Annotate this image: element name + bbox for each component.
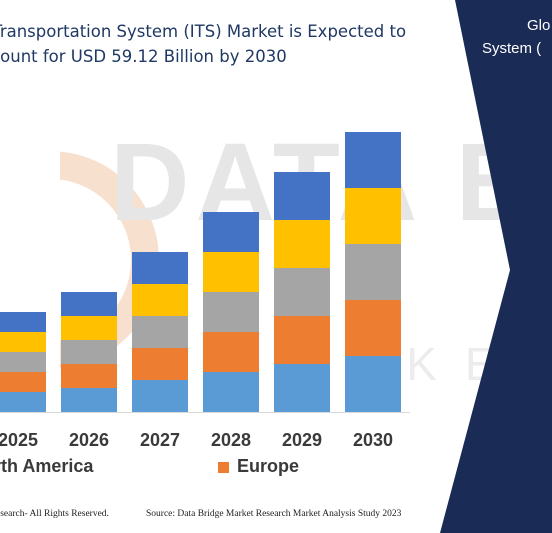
legend-item-europe: Europe <box>218 456 299 477</box>
legend-label: Europe <box>237 456 300 476</box>
bar-segment-2030-s0 <box>345 356 401 412</box>
bar-segment-2030-s1 <box>345 300 401 356</box>
bar-segment-2029-s2 <box>274 268 330 316</box>
footer-source: Source: Data Bridge Market Research Mark… <box>146 509 402 519</box>
bar-segment-2027-s0 <box>132 380 188 412</box>
bar-segment-2025-s3 <box>0 332 46 352</box>
x-tick-label-2028: 2028 <box>211 430 251 450</box>
legend-item-north-america: rth America <box>0 456 93 477</box>
bar-segment-2026-s0 <box>61 388 117 412</box>
bar-segment-2025-s1 <box>0 372 46 392</box>
x-tick-label-2029: 2029 <box>282 430 322 450</box>
bar-segment-2028-s1 <box>203 332 259 372</box>
x-tick-label-2025: 2025 <box>0 430 38 450</box>
bar-segment-2028-s0 <box>203 372 259 412</box>
bar-segment-2030-s2 <box>345 244 401 300</box>
bar-segment-2029-s3 <box>274 220 330 268</box>
bar-segment-2028-s3 <box>203 252 259 292</box>
x-tick-labels: 2025 2026 2027 2028 2029 2030 <box>0 430 393 450</box>
bar-segment-2028-s2 <box>203 292 259 332</box>
bar-segment-2025-s0 <box>0 392 46 412</box>
bar-segment-2027-s3 <box>132 284 188 316</box>
bar-segment-2029-s0 <box>274 364 330 412</box>
bar-segment-2027-s1 <box>132 348 188 380</box>
legend-swatch <box>218 461 229 473</box>
bar-segment-2029-s4 <box>274 172 330 220</box>
bar-segment-2026-s1 <box>61 364 117 388</box>
legend-label: rth America <box>0 456 94 476</box>
bar-segment-2027-s4 <box>132 252 188 284</box>
bar-segment-2026-s3 <box>61 316 117 340</box>
bar-segment-2029-s1 <box>274 316 330 364</box>
chart-title-line2: ccount for USD 59.12 Billion by 2030 <box>0 47 287 66</box>
x-tick-label-2027: 2027 <box>140 430 180 450</box>
bar-segment-2028-s4 <box>203 212 259 252</box>
side-panel-shape <box>440 0 552 533</box>
bar-segment-2025-s4 <box>0 312 46 332</box>
bar-segment-2030-s3 <box>345 188 401 244</box>
side-panel-title-line1: Glo <box>527 17 551 34</box>
side-panel-title-line2: System ( <box>482 40 542 57</box>
bar-segment-2027-s2 <box>132 316 188 348</box>
bar-segment-2026-s2 <box>61 340 117 364</box>
bar-segment-2030-s4 <box>345 132 401 188</box>
footer-rights: esearch- All Rights Reserved. <box>0 509 109 519</box>
bar-segment-2025-s2 <box>0 352 46 372</box>
x-tick-label-2026: 2026 <box>69 430 109 450</box>
bar-segment-2026-s4 <box>61 292 117 316</box>
chart-title-line1: nt Transportation System (ITS) Market is… <box>0 22 407 41</box>
x-tick-label-2030: 2030 <box>353 430 393 450</box>
bars-group <box>0 132 401 412</box>
